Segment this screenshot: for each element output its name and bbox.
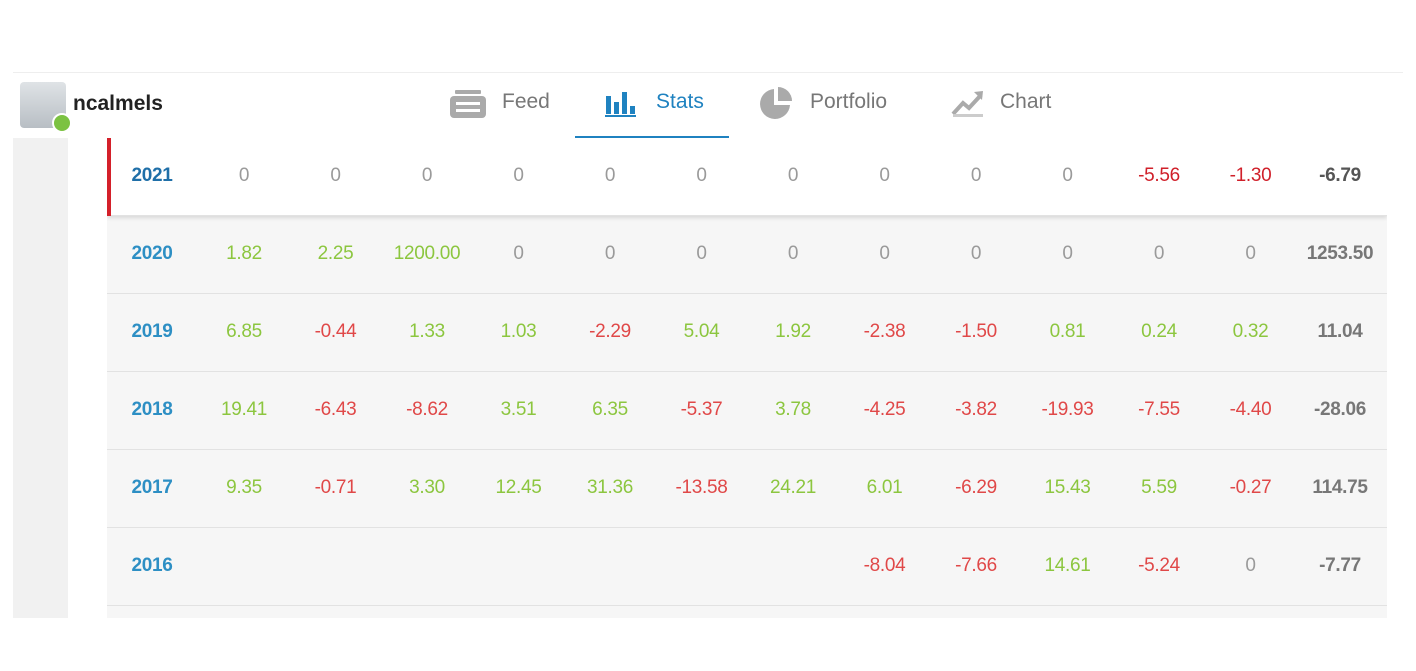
month-return: 6.85 [226,321,262,342]
year: 2018 [131,399,173,420]
tab[interactable]: Feed [502,90,550,113]
month-return: 15.43 [1044,477,1091,498]
month-return: 0 [696,243,707,264]
table-row: 2021 0 0 0 0 0 0 0 0 0 0 -5.56 -1.30 -6.79 [107,138,1387,216]
tab[interactable]: Portfolio [810,90,888,113]
month-return: 0 [970,165,982,186]
month-return: -4.40 [1229,399,1272,420]
month-return: 0 [604,165,616,186]
month-return: 3.51 [500,399,537,420]
returns-table: 2021 0 0 0 0 0 0 0 0 0 0 -5.56 -1.30 -6.79 2020 1.82 2.2… [107,138,1387,618]
divider [13,72,1403,73]
month-return: 0 [238,165,250,186]
month-return: -0.71 [314,477,357,498]
verified-badge [52,113,72,133]
sidebar [13,138,68,618]
month-return: 0.32 [1232,321,1269,342]
year-total: 1253.50 [1306,243,1374,264]
table-row: 2017 9.35 -0.71 3.30 12.45 31.36 -13.58 24.21 6.… [107,450,1387,528]
month-return: 5.59 [1141,477,1177,498]
month-return: -5.24 [1138,555,1180,576]
month-return: -8.04 [863,555,906,576]
year-total: 114.75 [1312,477,1368,498]
year-total: -6.79 [1319,165,1361,186]
month-return: 12.45 [495,477,542,498]
username[interactable]: ncalmels [73,92,163,115]
table-row: 2020 1.82 2.25 1200.00 0 0 0 0 0 0 0 0 0 1253.50 [107,216,1387,294]
year: 2021 [131,165,173,186]
table-row: 2019 6.85 -0.44 1.33 1.03 -2.29 5.04 1.92 -2.38 -… [107,294,1387,372]
month-return: -7.55 [1138,399,1180,420]
month-return: 0 [604,243,616,264]
year-total: -28.06 [1313,399,1367,420]
month-return: 0 [1245,243,1256,264]
month-return: 0 [1153,243,1165,264]
month-return: -1.50 [955,321,997,342]
active-tab-indicator [575,136,729,138]
month-return: 0 [1062,165,1073,186]
month-return: 1200.00 [393,243,461,264]
table-row: 2016 -8.04 -7.66 14.61 -5.24 0 -7.77 [107,528,1387,606]
month-return: -6.43 [314,399,357,420]
month-return: -0.27 [1229,477,1272,498]
month-return: -19.93 [1041,399,1094,420]
month-return: 31.36 [586,477,634,498]
year: 2017 [131,477,173,498]
month-return: -6.29 [955,477,997,498]
month-return: 14.61 [1044,555,1091,576]
month-return: 0 [787,165,799,186]
month-return: 0 [696,165,707,186]
month-return: -3.82 [955,399,997,420]
month-return: -5.56 [1138,165,1180,186]
tab[interactable]: Chart [1000,90,1052,113]
month-return: 9.35 [226,477,262,498]
month-return: 0 [879,243,890,264]
month-return: 2.25 [317,243,354,264]
month-return: -8.62 [406,399,448,420]
month-return: 0.24 [1141,321,1177,342]
year: 2020 [131,243,173,264]
month-return: -2.38 [863,321,906,342]
month-return: -7.66 [955,555,997,576]
year-total: 11.04 [1317,321,1363,342]
month-return: 0 [970,243,982,264]
month-return: 0 [787,243,799,264]
year: 2016 [131,555,173,576]
month-return: 0 [421,165,433,186]
month-return: 0.81 [1049,321,1086,342]
feed-icon [450,90,486,118]
month-return: 6.01 [866,477,903,498]
month-return: 0 [1062,243,1073,264]
month-return: 0 [879,165,890,186]
stats-icon [605,92,636,117]
table-row: 2018 19.41 -6.43 -8.62 3.51 6.35 -5.37 3.78 -4.2… [107,372,1387,450]
month-return: 0 [1245,555,1256,576]
month-return: 1.92 [775,321,811,342]
month-return: 1.82 [226,243,262,264]
month-return: 24.21 [769,477,817,498]
year: 2019 [131,321,173,342]
month-return: 0 [513,165,524,186]
month-return: -4.25 [863,399,906,420]
chart-icon [951,91,983,117]
month-return: 3.78 [775,399,811,420]
month-return: -13.58 [675,477,728,498]
month-return: 0 [330,165,341,186]
month-return: 5.04 [683,321,720,342]
portfolio-icon [760,87,792,119]
month-return: -2.29 [589,321,631,342]
year-total: -7.77 [1319,555,1361,576]
month-return: 6.35 [592,399,628,420]
month-return: 3.30 [409,477,445,498]
month-return: -0.44 [314,321,357,342]
month-return: -1.30 [1229,165,1272,186]
month-return: 0 [513,243,524,264]
month-return: 1.03 [500,321,537,342]
month-return: -5.37 [680,399,723,420]
tab[interactable]: Stats [656,90,704,113]
month-return: 1.33 [409,321,445,342]
month-return: 19.41 [220,399,268,420]
